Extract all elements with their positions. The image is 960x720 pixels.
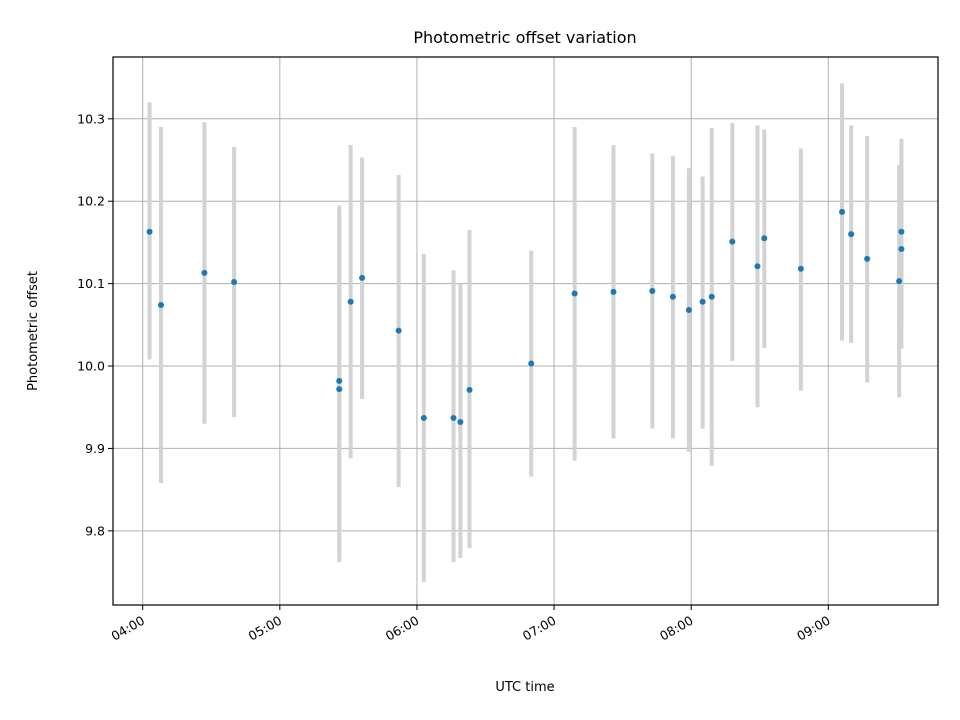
data-point xyxy=(157,302,164,309)
data-point xyxy=(420,414,427,421)
data-point xyxy=(699,298,706,305)
data-point xyxy=(649,288,656,295)
x-axis-label: UTC time xyxy=(495,680,554,695)
data-points xyxy=(146,208,905,426)
data-point xyxy=(669,293,676,300)
data-point xyxy=(729,238,736,245)
data-point xyxy=(466,386,473,393)
data-point xyxy=(528,360,535,367)
data-point xyxy=(231,278,238,285)
plot-frame xyxy=(112,56,939,606)
data-point xyxy=(610,288,617,295)
data-point xyxy=(839,208,846,215)
y-tick-label: 9.9 xyxy=(85,441,105,456)
data-point xyxy=(336,377,343,384)
data-point xyxy=(898,246,905,253)
data-point xyxy=(359,274,366,281)
data-point xyxy=(457,419,464,426)
y-tick-label: 9.8 xyxy=(85,523,105,538)
data-point xyxy=(864,255,871,262)
data-point xyxy=(761,235,768,242)
data-point xyxy=(450,414,457,421)
chart-title: Photometric offset variation xyxy=(413,28,636,47)
y-tick-label: 10.3 xyxy=(77,111,105,126)
data-point xyxy=(146,228,153,235)
y-axis-ticks: 9.8 9.9 10.0 10.1 10.2 10.3 xyxy=(77,111,113,538)
data-point xyxy=(685,306,692,313)
data-point xyxy=(898,228,905,235)
data-point xyxy=(336,386,343,393)
y-axis-label: Photometric offset xyxy=(26,271,41,391)
data-point xyxy=(848,231,855,238)
data-point xyxy=(395,327,402,334)
data-point xyxy=(571,290,578,297)
y-tick-label: 10.0 xyxy=(77,359,105,374)
data-point xyxy=(347,298,354,305)
y-tick-label: 10.1 xyxy=(77,276,105,291)
data-point xyxy=(797,265,804,272)
data-point xyxy=(896,278,903,285)
y-tick-label: 10.2 xyxy=(77,194,105,209)
data-point xyxy=(201,269,208,276)
data-point xyxy=(708,293,715,300)
data-point xyxy=(754,263,761,270)
